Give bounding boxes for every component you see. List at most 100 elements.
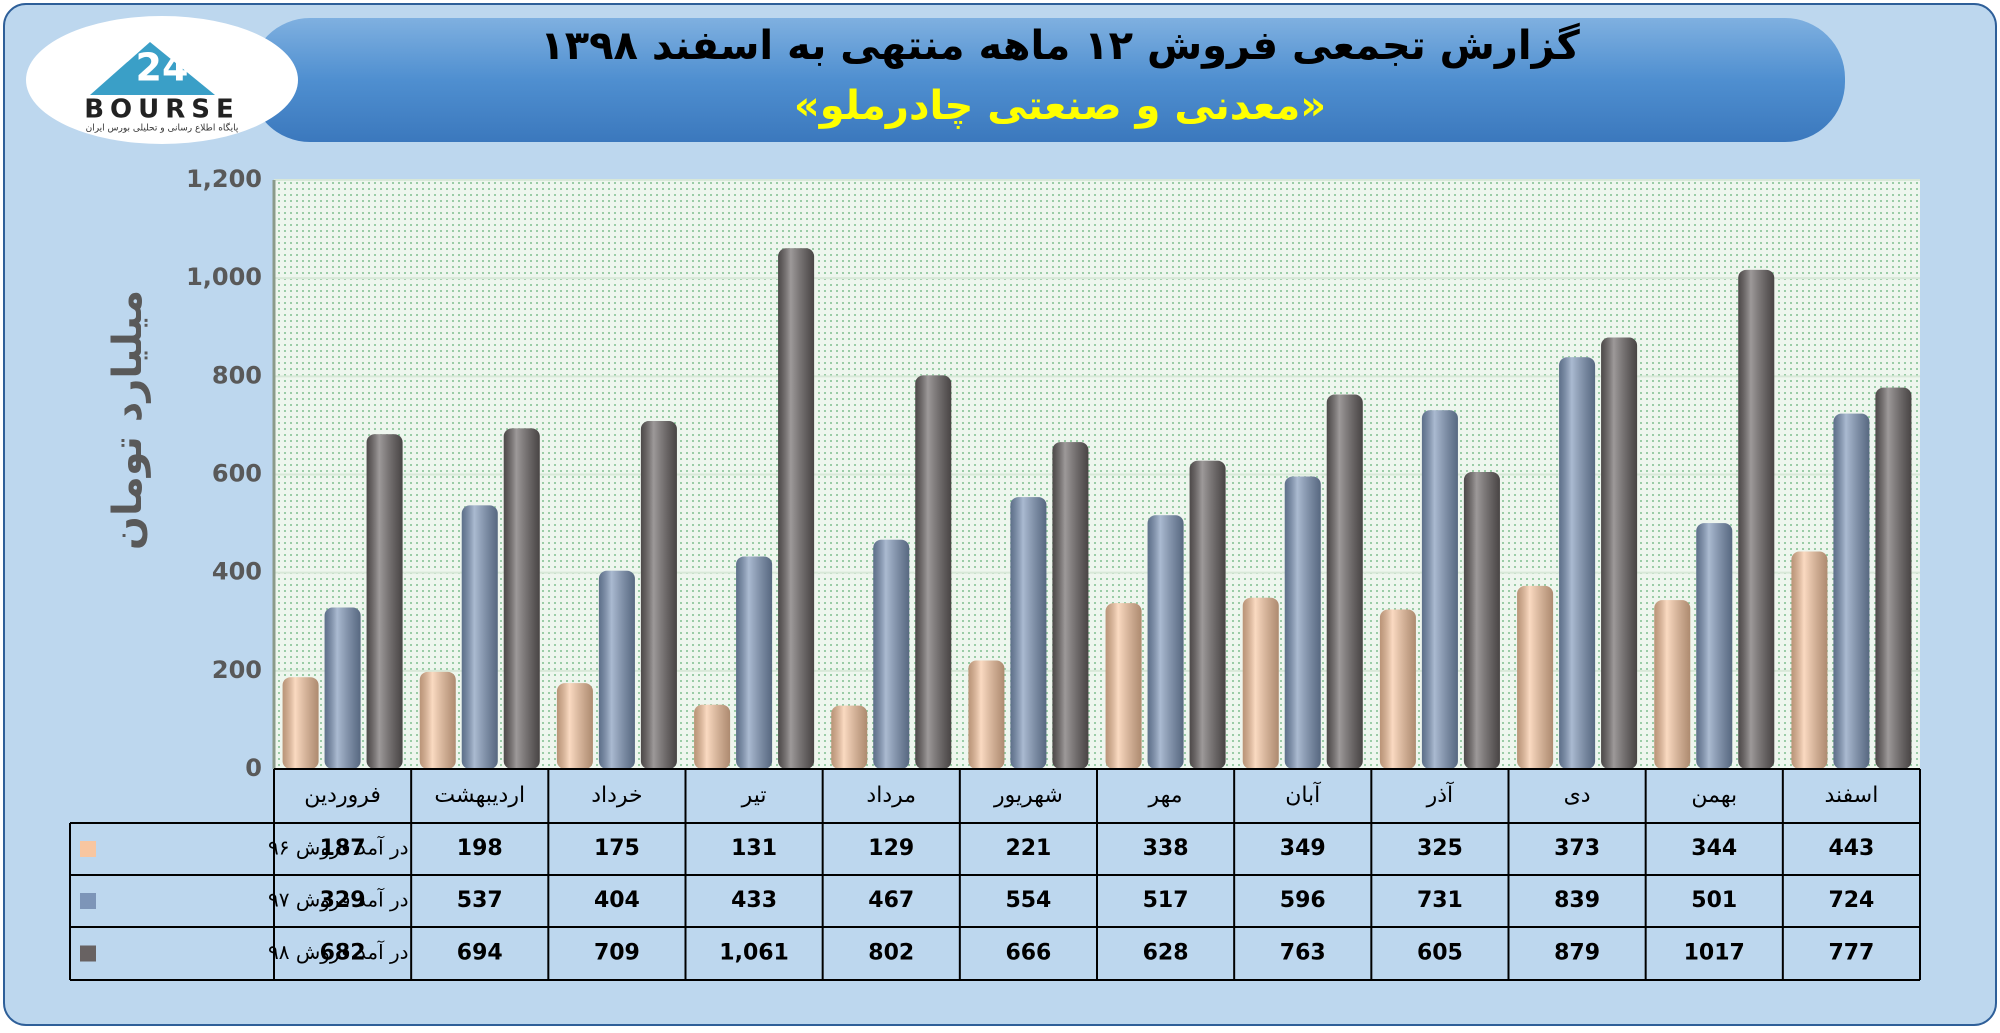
table-value: 724	[1828, 888, 1874, 913]
table-value: 175	[594, 836, 640, 861]
bar	[873, 539, 910, 769]
bar	[1875, 387, 1912, 769]
bar	[1052, 442, 1089, 769]
table-value: 221	[1005, 836, 1051, 861]
bar	[1654, 600, 1691, 769]
table-value: 404	[594, 888, 640, 913]
table-value: 467	[868, 888, 914, 913]
table-value: 338	[1143, 836, 1189, 861]
bar	[324, 607, 361, 769]
bar	[366, 434, 403, 769]
table-value: 596	[1280, 888, 1326, 913]
bar	[1010, 497, 1047, 769]
bar	[1517, 585, 1554, 769]
y-tick-label: 0	[245, 754, 262, 782]
table-value: 517	[1143, 888, 1189, 913]
table-value: 537	[457, 888, 503, 913]
bar	[1559, 357, 1596, 769]
y-axis-label: میلیارد تومان	[105, 290, 151, 550]
bar	[461, 505, 498, 769]
bar	[556, 683, 593, 769]
y-tick-label: 600	[212, 460, 262, 488]
table-value: 129	[868, 836, 914, 861]
bar	[1147, 515, 1184, 769]
logo-shape	[90, 42, 215, 95]
y-tick-label: 800	[212, 361, 262, 389]
bar	[915, 375, 952, 769]
legend-swatch	[80, 893, 96, 909]
table-value: 501	[1691, 888, 1737, 913]
bar	[640, 420, 677, 769]
chart-title: گزارش تجمعی فروش ۱۲ ماهه منتهی به اسفند …	[540, 22, 1580, 69]
y-tick-label: 400	[212, 558, 262, 586]
bar	[1833, 413, 1870, 769]
table-value: 325	[1417, 836, 1463, 861]
table-value: 777	[1828, 941, 1874, 966]
table-value: 879	[1554, 941, 1600, 966]
x-tick-label: دی	[1564, 783, 1591, 808]
table-value: 187	[320, 836, 366, 861]
bar	[419, 671, 456, 769]
x-tick-label: مرداد	[866, 783, 916, 808]
table-value: 666	[1005, 941, 1051, 966]
legend-label: در آمد فروش ۹۶	[268, 835, 409, 860]
y-tick-label: 1,000	[186, 263, 262, 291]
table-value: 373	[1554, 836, 1600, 861]
bar	[1284, 476, 1321, 769]
bar	[503, 428, 540, 769]
table-value: 709	[594, 941, 640, 966]
legend-label: در آمد فروش ۹۸	[268, 939, 409, 964]
x-tick-label: آذر	[1426, 781, 1454, 808]
bar	[282, 677, 319, 769]
table-value: 329	[320, 888, 366, 913]
bar	[1326, 394, 1363, 769]
y-tick-label: 1,200	[186, 165, 262, 193]
legend-swatch	[80, 841, 96, 857]
table-value: 1017	[1684, 941, 1745, 966]
bar	[598, 570, 635, 769]
legend-swatch	[80, 945, 96, 962]
table-value: 682	[320, 941, 366, 966]
x-tick-label: اردیبهشت	[434, 783, 525, 808]
x-tick-label: اسفند	[1824, 783, 1878, 808]
x-tick-label: شهریور	[993, 783, 1063, 808]
table-value: 344	[1691, 836, 1737, 861]
bar	[1463, 472, 1500, 769]
y-tick-label: 200	[212, 656, 262, 684]
x-tick-label: بهمن	[1691, 783, 1737, 808]
bar	[1791, 551, 1828, 769]
bar	[831, 705, 868, 769]
table-value: 1,061	[719, 941, 789, 966]
bar	[1242, 597, 1279, 769]
table-value: 694	[457, 941, 503, 966]
table-value: 839	[1554, 888, 1600, 913]
logo-name: BOURSE	[84, 95, 240, 125]
logo-mark: 24	[136, 46, 189, 90]
table-value: 628	[1143, 941, 1189, 966]
x-tick-label: فروردین	[304, 783, 381, 808]
bar	[1696, 523, 1733, 769]
bar	[1105, 603, 1142, 769]
bar	[1189, 460, 1226, 769]
x-tick-label: آبان	[1285, 781, 1321, 808]
table-value: 433	[731, 888, 777, 913]
bar	[1738, 269, 1775, 769]
table-value: 349	[1280, 836, 1326, 861]
title-banner	[250, 18, 1845, 142]
x-tick-label: خرداد	[591, 783, 642, 808]
chart-subtitle: «معدنی و صنعتی چادرملو»	[794, 83, 1326, 129]
table-value: 605	[1417, 941, 1463, 966]
x-tick-label: مهر	[1148, 783, 1183, 808]
table-value: 802	[868, 941, 914, 966]
bar	[778, 248, 815, 769]
bar	[736, 556, 773, 769]
bar	[1379, 609, 1416, 769]
logo-tagline: پایگاه اطلاع رسانی و تحلیلی بورس ایران	[86, 122, 239, 134]
table-value: 131	[731, 836, 777, 861]
bar	[968, 660, 1005, 769]
table-value: 763	[1280, 941, 1326, 966]
bar	[694, 704, 731, 769]
legend-label: در آمد فروش ۹۷	[268, 887, 409, 912]
table-value: 443	[1828, 836, 1874, 861]
